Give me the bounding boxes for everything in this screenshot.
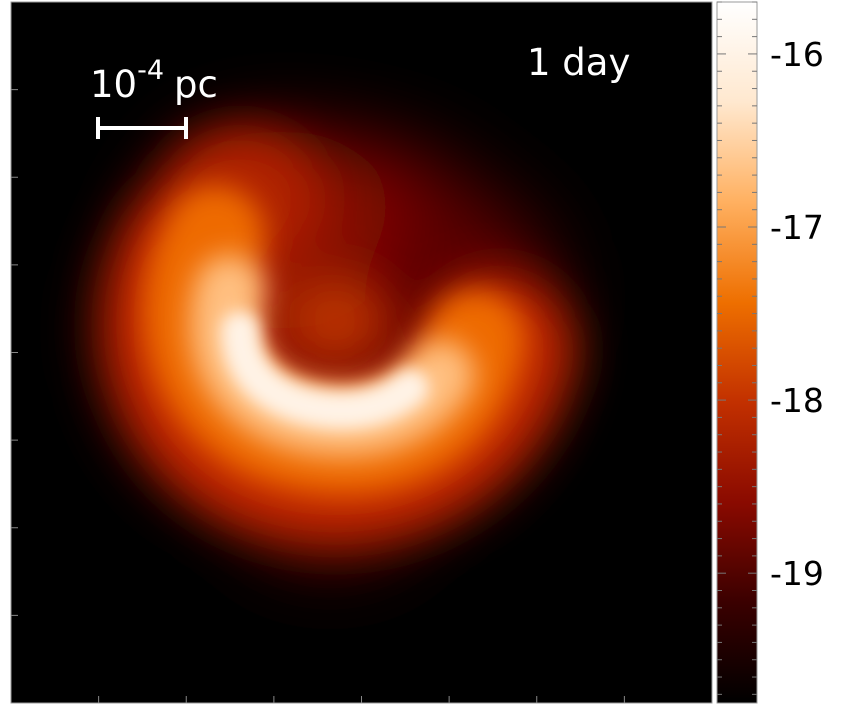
scale-bar xyxy=(96,117,188,139)
scale-bar-exponent: -4 xyxy=(137,55,164,86)
colorbar-tick-label: -17 xyxy=(770,208,824,247)
colorbar-tick-label: -16 xyxy=(770,35,824,74)
scale-bar-base: 10 xyxy=(90,63,137,106)
heatmap-image xyxy=(103,130,575,570)
time-label: 1 day xyxy=(527,41,630,84)
scale-bar-label: 10-4 pc xyxy=(90,55,218,106)
colorbar-tick-label: -19 xyxy=(770,554,824,593)
axis-ticks xyxy=(11,89,625,703)
colorbar-ticks: -16 -17 -18 -19 xyxy=(717,1,824,695)
colorbar-tick-label: -18 xyxy=(770,381,824,420)
colorbar xyxy=(716,1,758,704)
scale-bar-unit: pc xyxy=(174,63,218,106)
